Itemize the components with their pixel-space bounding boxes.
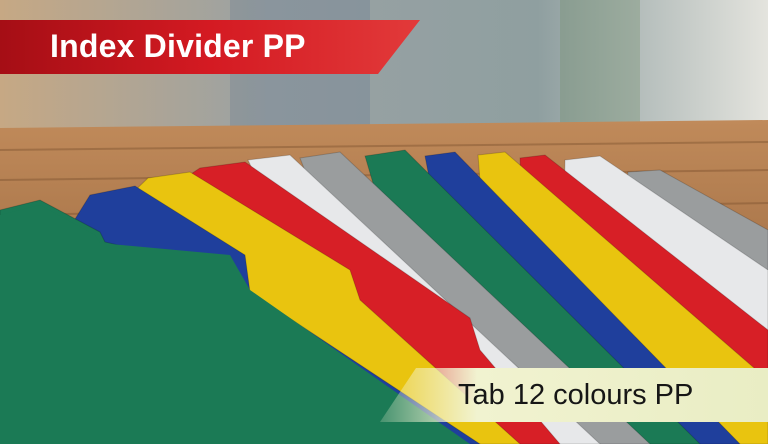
caption-text: Tab 12 colours PP	[458, 379, 694, 411]
title-banner: Index Divider PP	[0, 14, 420, 74]
divider-sheet-green-front	[0, 205, 470, 444]
caption-banner: Tab 12 colours PP	[380, 368, 768, 422]
banner-title: Index Divider PP	[50, 28, 306, 64]
wood-plank-line	[0, 141, 768, 151]
